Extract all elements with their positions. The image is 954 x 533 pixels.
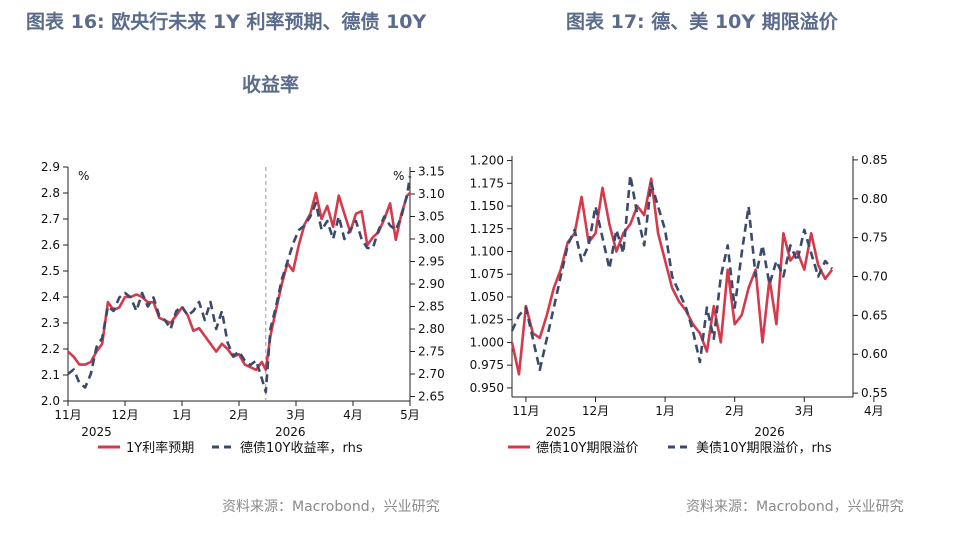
chart1-year-label: 2026 (275, 425, 306, 439)
chart2-left-tick-label: 1.150 (470, 199, 504, 213)
chart1-right-tick-label: 2.85 (418, 300, 445, 314)
chart1-right-unit: % (393, 169, 404, 183)
chart1-right-tick-label: 3.00 (418, 232, 445, 246)
chart1-legend-label-1: 1Y利率预期 (126, 440, 194, 456)
chart1-x-tick-label: 2月 (229, 408, 249, 422)
chart1-x-tick-label: 1月 (172, 408, 192, 422)
chart1-series-1-line (67, 191, 411, 372)
chart2-right-tick-label: 0.80 (861, 192, 888, 206)
chart2-right-tick-label: 0.60 (861, 347, 888, 361)
chart1-left-tick-label: 2.8 (41, 186, 60, 200)
chart2-year-label: 2025 (545, 425, 576, 439)
right-source-note: 资料来源：Macrobond，兴业研究 (686, 499, 904, 515)
chart1-right-tick-label: 3.15 (418, 165, 445, 179)
left-chart-title-line2: 收益率 (242, 74, 300, 96)
chart2-legend-label-2: 美债10Y期限溢价，rhs (696, 441, 832, 456)
chart2-left-tick-label: 1.100 (470, 244, 504, 258)
chart1-right-tick-label: 2.65 (418, 390, 445, 404)
chart2-legend-label-1: 德债10Y期限溢价 (536, 441, 638, 456)
chart2-x-tick-label: 1月 (655, 404, 675, 418)
chart2-left-tick-label: 1.000 (470, 335, 504, 349)
chart2-right-tick-label: 0.75 (861, 231, 888, 245)
chart1-x-tick-label: 11月 (54, 408, 81, 422)
chart2-series-2-line (510, 174, 834, 372)
chart2-x-tick-label: 3月 (794, 404, 814, 418)
chart2-year-label: 2026 (754, 425, 785, 439)
chart2-left-tick-label: 0.975 (470, 358, 504, 372)
chart1-left-tick-label: 2.7 (41, 212, 60, 226)
chart2-left-tick-label: 1.075 (470, 267, 504, 281)
chart1-left-tick-label: 2.6 (41, 238, 60, 252)
chart2-left-tick-label: 0.950 (470, 381, 504, 395)
chart1-x-tick-label: 5月 (400, 408, 420, 422)
right-chart-title: 图表 17: 德、美 10Y 期限溢价 (566, 11, 838, 33)
chart1-legend-label-2: 德债10Y收益率，rhs (240, 440, 363, 456)
chart2-x-tick-label: 12月 (582, 404, 609, 418)
chart2-left-tick-label: 1.050 (470, 290, 504, 304)
chart1-left-unit: % (78, 169, 89, 183)
chart1-left-tick-label: 2.5 (41, 264, 60, 278)
chart2-right-tick-label: 0.65 (861, 308, 888, 322)
chart2-left-tick-label: 1.175 (470, 176, 504, 190)
chart1-right-tick-label: 2.70 (418, 367, 445, 381)
chart1-series-2-line (67, 175, 412, 394)
chart1-year-label: 2025 (81, 425, 112, 439)
chart2-right-tick-label: 0.55 (861, 386, 888, 400)
chart1-right-tick-label: 3.05 (418, 210, 445, 224)
chart1-x-tick-label: 4月 (343, 408, 363, 422)
chart2-right-tick-label: 0.85 (861, 153, 888, 167)
left-source-note: 资料来源：Macrobond，兴业研究 (222, 499, 440, 515)
chart2-x-tick-label: 4月 (864, 404, 884, 418)
chart1-right-tick-label: 2.95 (418, 255, 445, 269)
chart2-left-tick-label: 1.200 (470, 154, 504, 168)
chart1-right-tick-label: 2.75 (418, 345, 445, 359)
chart2-left-tick-label: 1.025 (470, 313, 504, 327)
chart1-left-tick-label: 2.9 (41, 160, 60, 174)
chart2-x-tick-label: 2月 (725, 404, 745, 418)
chart2-x-tick-label: 11月 (512, 404, 539, 418)
chart1-x-tick-label: 12月 (111, 408, 138, 422)
left-chart-title-line1: 图表 16: 欧央行未来 1Y 利率预期、德债 10Y (26, 11, 427, 33)
chart1-left-tick-label: 2.4 (41, 290, 60, 304)
chart1-left-tick-label: 2.0 (41, 394, 60, 408)
chart1-left-tick-label: 2.2 (41, 342, 60, 356)
chart1-right-tick-label: 3.10 (418, 187, 445, 201)
chart1-left-tick-label: 2.1 (41, 368, 60, 382)
chart2-left-tick-label: 1.125 (470, 222, 504, 236)
chart1-right-tick-label: 2.80 (418, 322, 445, 336)
chart1-x-tick-label: 3月 (286, 408, 306, 422)
chart1-left-tick-label: 2.3 (41, 316, 60, 330)
chart2-right-tick-label: 0.70 (861, 270, 888, 284)
chart1-right-tick-label: 2.90 (418, 277, 445, 291)
